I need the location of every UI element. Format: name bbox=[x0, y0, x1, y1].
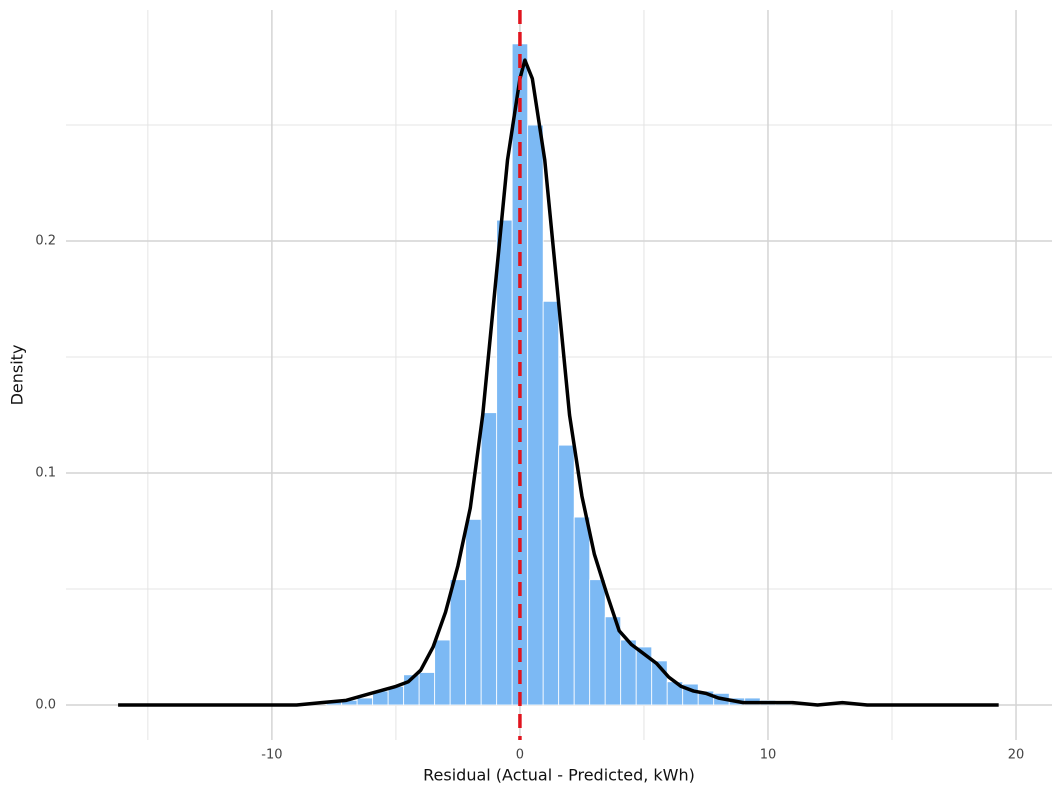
bar bbox=[356, 697, 374, 706]
bar bbox=[573, 516, 591, 706]
bar bbox=[418, 672, 436, 706]
y-tick-label: 0.0 bbox=[35, 697, 56, 712]
x-tick-label: 0 bbox=[516, 748, 524, 763]
marks bbox=[118, 10, 999, 740]
bar bbox=[496, 219, 513, 706]
density-line bbox=[118, 58, 999, 707]
x-tick-label: -10 bbox=[261, 748, 282, 763]
bar bbox=[480, 412, 498, 706]
bar bbox=[434, 639, 451, 706]
y-tick-label: 0.2 bbox=[35, 234, 56, 249]
y-axis-title: Density bbox=[8, 345, 27, 406]
bar bbox=[449, 579, 467, 706]
bar bbox=[542, 300, 560, 706]
bar bbox=[527, 124, 544, 706]
y-tick-label: 0.1 bbox=[35, 466, 56, 481]
labels: -10 0 10 20 0.0 0.1 0.2 bbox=[35, 234, 1024, 763]
x-tick-label: 20 bbox=[1008, 748, 1025, 763]
bar bbox=[465, 518, 482, 706]
bar bbox=[620, 639, 637, 706]
x-axis-title: Residual (Actual - Predicted, kWh) bbox=[423, 766, 695, 785]
x-tick-label: 10 bbox=[760, 748, 777, 763]
bar bbox=[558, 444, 575, 706]
bar bbox=[589, 579, 606, 706]
